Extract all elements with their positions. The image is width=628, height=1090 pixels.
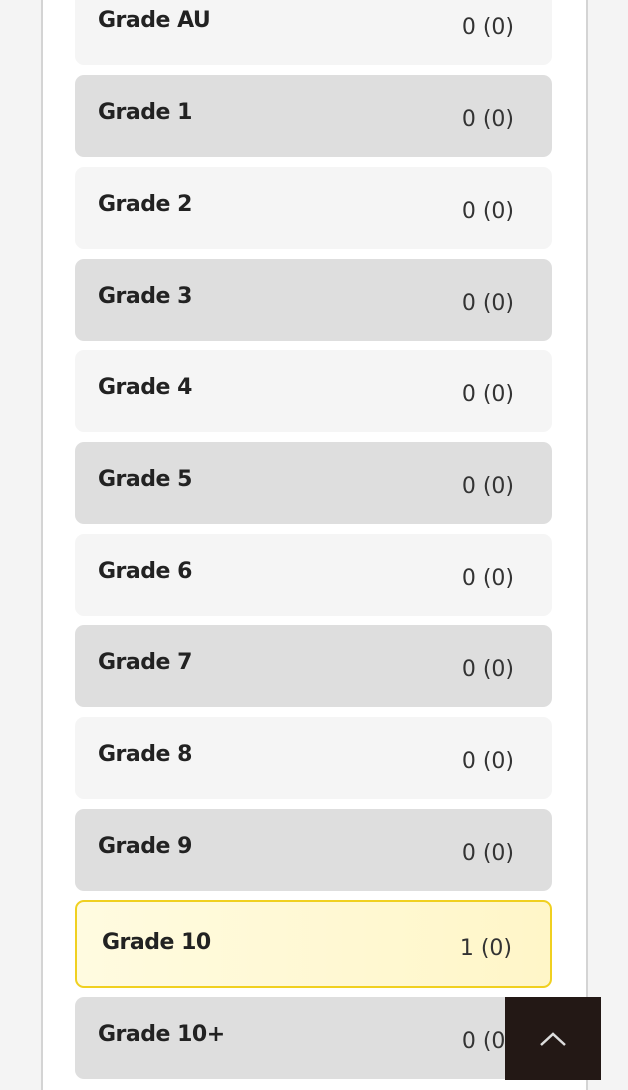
back-to-top-button[interactable]: [505, 997, 601, 1080]
grade-count: 0 (0): [461, 199, 514, 224]
grade-row[interactable]: Grade 7 0 (0): [75, 625, 552, 707]
grade-row[interactable]: Grade 4 0 (0): [75, 350, 552, 432]
grade-row[interactable]: Grade 3 0 (0): [75, 259, 552, 341]
grade-row[interactable]: Grade 2 0 (0): [75, 167, 552, 249]
grade-label: Grade 3: [98, 284, 192, 309]
grade-count: 0 (0): [461, 474, 514, 499]
grade-label: Grade 8: [98, 742, 192, 767]
grade-label: Grade 1: [98, 100, 192, 125]
grade-row[interactable]: Grade 5 0 (0): [75, 442, 552, 524]
grade-count: 0 (0): [461, 841, 514, 866]
grade-count: 1 (0): [459, 936, 512, 961]
grade-count: 0 (0): [461, 749, 514, 774]
grade-label: Grade 2: [98, 192, 192, 217]
grade-row[interactable]: Grade AU 0 (0): [75, 0, 552, 65]
grade-label: Grade 4: [98, 375, 192, 400]
grade-label: Grade 6: [98, 559, 192, 584]
grade-label: Grade 7: [98, 650, 192, 675]
grade-count: 0 (0): [461, 657, 514, 682]
grade-count: 0 (0): [461, 291, 514, 316]
grade-row[interactable]: Grade 1 0 (0): [75, 75, 552, 157]
grade-count: 0 (0): [461, 15, 514, 40]
grade-row[interactable]: Grade 9 0 (0): [75, 809, 552, 891]
grade-label: Grade 10: [102, 930, 211, 955]
grade-count: 0 (0): [461, 107, 514, 132]
grade-row[interactable]: Grade 6 0 (0): [75, 534, 552, 616]
grade-label: Grade 5: [98, 467, 192, 492]
grade-row[interactable]: Grade 8 0 (0): [75, 717, 552, 799]
grade-label: Grade 9: [98, 834, 192, 859]
grade-label: Grade 10+: [98, 1022, 225, 1047]
grade-row[interactable]: Grade 10 1 (0): [75, 900, 552, 988]
grade-count: 0 (0): [461, 382, 514, 407]
grade-label: Grade AU: [98, 8, 211, 33]
chevron-up-icon: [540, 1032, 566, 1046]
grade-row[interactable]: Grade 10+ 0 (0): [75, 997, 552, 1079]
grade-count: 0 (0): [461, 566, 514, 591]
